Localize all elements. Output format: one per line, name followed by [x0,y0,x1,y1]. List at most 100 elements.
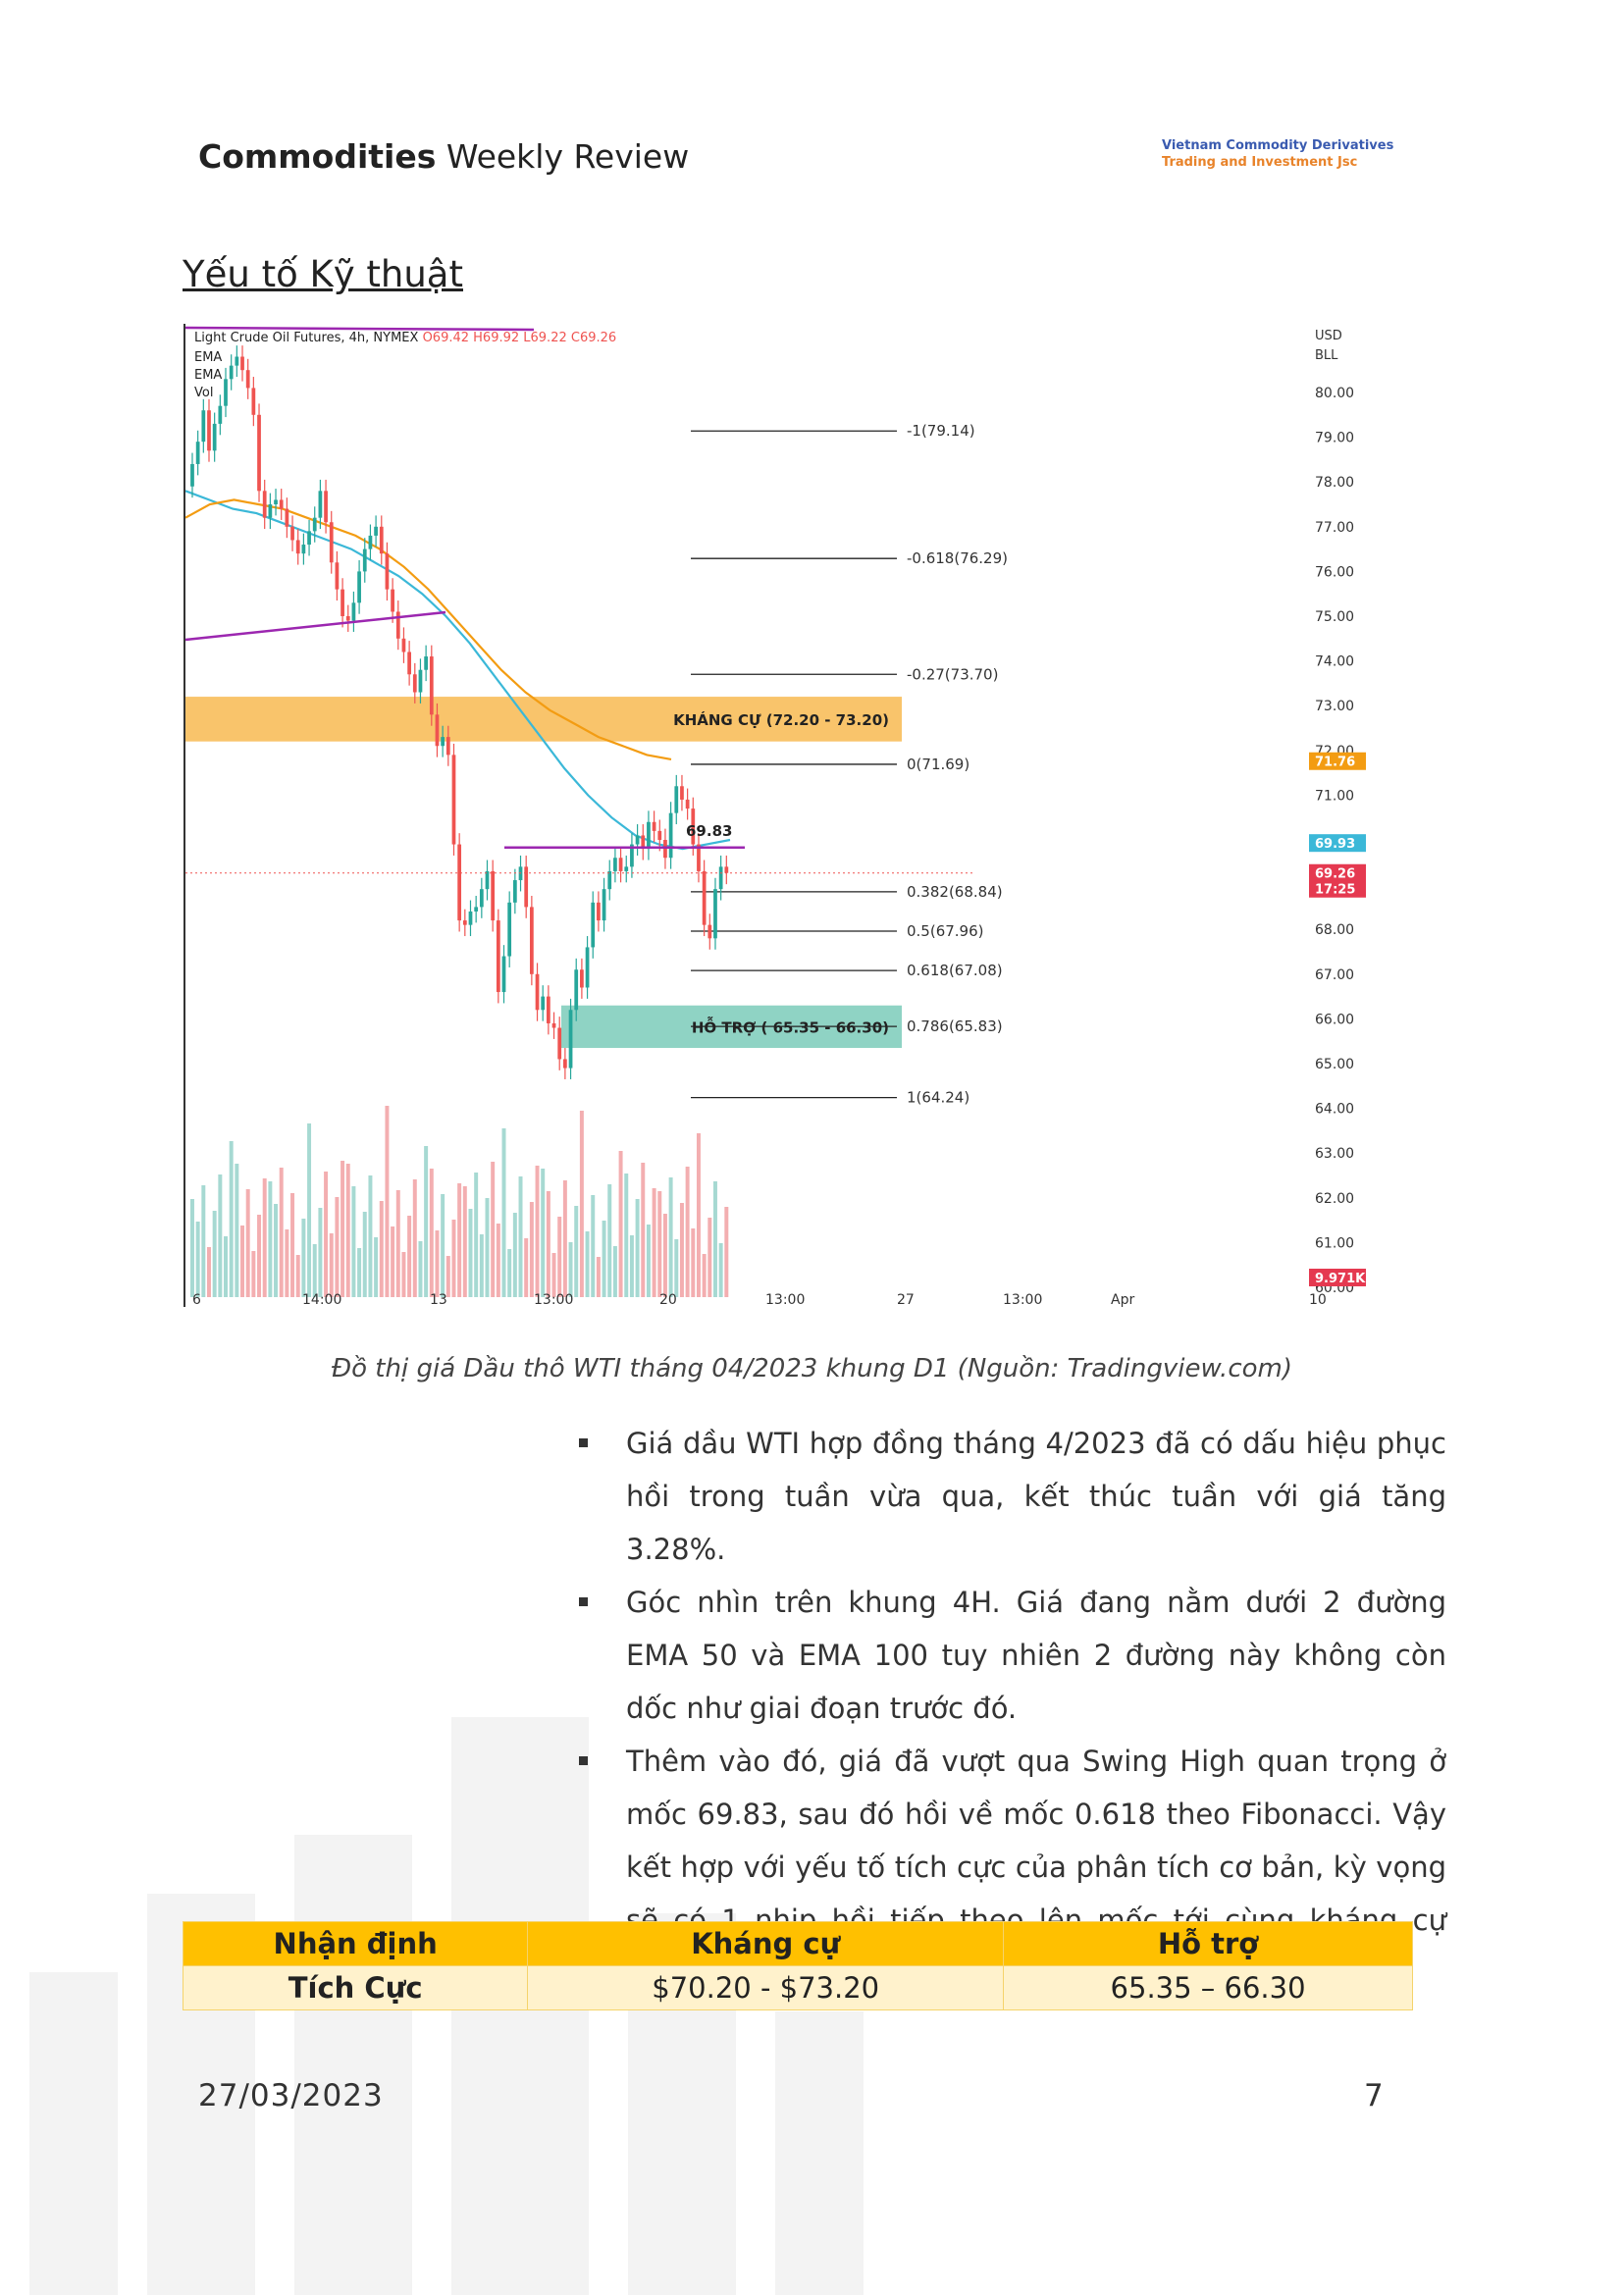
volume-bar [251,1251,256,1297]
section-title: Yếu tố Kỹ thuật [183,253,463,295]
volume-bar [212,1211,217,1297]
volume-bar [518,1176,523,1297]
candle-body [290,526,294,541]
indicator-label: EMA [194,368,222,383]
candle-body [190,463,194,487]
company-logo-text: Vietnam Commodity Derivatives Trading an… [1162,137,1393,171]
candle-body [362,548,367,572]
candle-body [691,808,696,845]
candle-body [201,410,206,443]
fib-label: 0(71.69) [907,756,969,773]
chart-caption: Đồ thị giá Dầu thô WTI tháng 04/2023 khu… [331,1354,1292,1383]
cell-resistance: $70.20 - $73.20 [527,1965,1005,2010]
volume-bar [691,1228,696,1297]
y-tick-label: 79.00 [1315,431,1354,446]
volume-bar [345,1164,350,1297]
volume-bar [457,1183,462,1297]
bullet-list: Giá dầu WTI hợp đồng tháng 4/2023 đã có … [579,1417,1446,2000]
volume-bar [585,1231,590,1297]
candle-body [697,844,701,871]
volume-bar [635,1199,640,1297]
volume-bar [374,1237,379,1297]
axis-currency-label: USD [1315,329,1342,343]
bullet-marker [579,1438,588,1447]
col-header-resistance: Kháng cự [527,1921,1005,1966]
x-tick-label: 13:00 [534,1292,573,1308]
candle-body [345,616,350,621]
volume-bar [724,1207,729,1297]
fib-label: 0.382(68.84) [907,883,1003,901]
y-tick-label: 66.00 [1315,1012,1354,1027]
zone-label: KHÁNG CỰ (72.20 - 73.20) [673,710,889,729]
volume-bar [702,1254,707,1297]
candle-body [607,870,612,890]
candle-body [368,535,373,549]
candle-body [374,526,378,536]
volume-bar [501,1128,506,1297]
ohlc-value: H69.92 [469,331,519,345]
price-tag [1309,752,1366,770]
price-tag-label: 71.76 [1315,756,1355,770]
volume-bar [462,1186,467,1297]
y-tick-label: 78.00 [1315,475,1354,491]
price-tag-label: 69.93 [1315,837,1355,852]
candle-body [262,491,267,518]
candle-body [668,812,673,859]
volume-bar [391,1226,395,1297]
candle-body [652,821,656,831]
candle-body [229,365,234,380]
candle-body [618,858,623,871]
volume-bar [418,1241,423,1297]
candle-body [218,405,223,424]
y-tick-label: 67.00 [1315,967,1354,983]
volume-bar [568,1242,573,1297]
candle-body [312,517,317,532]
volume-bar [262,1178,267,1297]
volume-bar [491,1162,496,1297]
trendline-top [184,326,535,332]
volume-bar [335,1197,340,1297]
candle-body [451,755,456,845]
volume-bar [401,1252,406,1297]
volume-bar [318,1208,323,1297]
y-tick-label: 62.00 [1315,1191,1354,1207]
candle-body [718,866,723,890]
volume-bar [379,1201,384,1297]
volume-bar [529,1202,534,1297]
volume-bar [274,1204,279,1297]
candle-body [335,562,340,590]
x-tick-label: 10 [1309,1292,1327,1308]
x-tick-label: 13 [430,1292,447,1308]
candle-body [395,611,400,639]
candle-body [245,370,250,389]
fib-label: 0.618(67.08) [907,962,1003,979]
candle-body [251,388,256,415]
candle-body [279,499,284,509]
candle-body [602,889,606,921]
volume-bar [551,1253,556,1297]
fib-label: 1(64.24) [907,1089,969,1107]
candle-body [474,907,479,912]
volume-bar [641,1163,646,1297]
x-tick-label: 20 [659,1292,677,1308]
candle-body [424,656,428,670]
x-tick-label: 6 [192,1292,201,1308]
volume-bar [201,1185,206,1297]
x-tick-label: 27 [897,1292,915,1308]
volume-bar [629,1235,634,1297]
x-tick-label: 13:00 [1003,1292,1042,1308]
candle-body [613,858,617,871]
volume-bar [451,1220,456,1297]
candle-body [535,973,540,1011]
candle-body [407,652,411,675]
candle-body [462,920,467,925]
candle-body [285,508,289,527]
candle-body [351,602,356,621]
price-tag [1309,863,1366,898]
cell-assessment: Tích Cực [182,1965,529,2010]
candle-body [307,531,311,546]
candle-body [207,410,211,451]
volume-bar [591,1195,596,1297]
company-line-2: Trading and Investment Jsc [1162,155,1358,170]
volume-bar [368,1175,373,1297]
